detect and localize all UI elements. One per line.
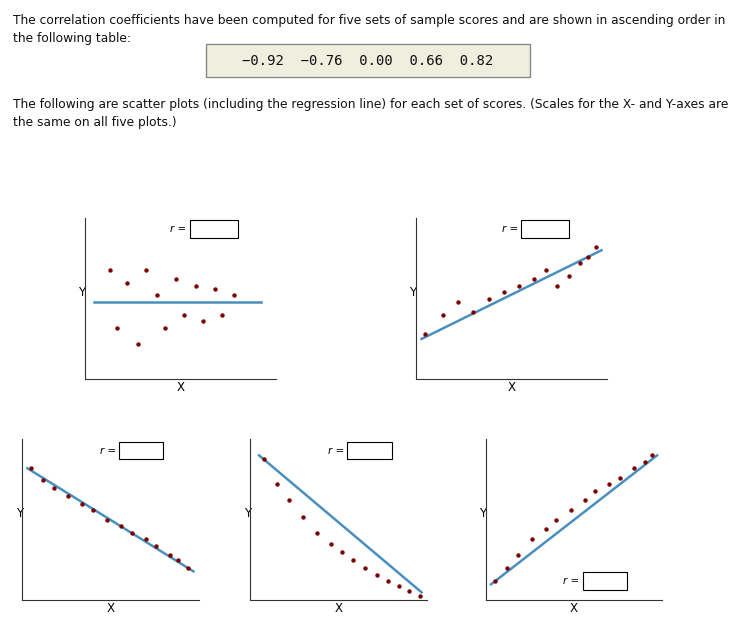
Point bbox=[359, 563, 371, 573]
Y-axis label: Y: Y bbox=[78, 286, 85, 299]
X-axis label: X: X bbox=[177, 380, 184, 394]
Point bbox=[271, 479, 283, 489]
Point bbox=[48, 483, 60, 493]
FancyBboxPatch shape bbox=[583, 572, 627, 590]
Point bbox=[382, 576, 394, 586]
Point bbox=[347, 555, 358, 565]
Point bbox=[582, 252, 594, 262]
FancyBboxPatch shape bbox=[119, 442, 163, 459]
Point bbox=[38, 475, 49, 485]
Point bbox=[436, 310, 448, 320]
Point bbox=[528, 274, 540, 284]
Y-axis label: Y: Y bbox=[479, 507, 486, 520]
Point bbox=[121, 277, 132, 288]
Point bbox=[171, 274, 183, 284]
Point bbox=[513, 281, 525, 291]
Text: r =: r = bbox=[100, 446, 119, 456]
Point bbox=[483, 293, 495, 304]
Text: r =: r = bbox=[502, 224, 521, 234]
Point bbox=[115, 521, 127, 532]
Point bbox=[604, 479, 615, 489]
Point bbox=[150, 540, 162, 550]
Point bbox=[171, 555, 183, 565]
Point bbox=[152, 290, 163, 300]
Point bbox=[190, 281, 202, 291]
Point bbox=[414, 590, 425, 600]
Point bbox=[512, 550, 523, 561]
Point bbox=[639, 457, 651, 467]
Point bbox=[258, 454, 270, 464]
Point bbox=[178, 310, 190, 320]
Point bbox=[372, 569, 383, 580]
Point bbox=[526, 534, 537, 544]
Point bbox=[590, 486, 601, 496]
X-axis label: X: X bbox=[335, 602, 342, 615]
Point bbox=[578, 495, 590, 506]
Point bbox=[297, 511, 309, 521]
Y-axis label: Y: Y bbox=[244, 507, 251, 520]
Point bbox=[489, 576, 500, 586]
Text: r =: r = bbox=[328, 446, 347, 456]
FancyBboxPatch shape bbox=[521, 221, 569, 238]
Point bbox=[209, 284, 221, 294]
Point bbox=[467, 307, 479, 317]
Point bbox=[183, 563, 194, 573]
Point bbox=[77, 499, 88, 509]
Point bbox=[563, 271, 575, 281]
Point bbox=[646, 450, 658, 460]
Point bbox=[565, 505, 576, 515]
Point bbox=[498, 287, 510, 297]
X-axis label: X: X bbox=[570, 602, 578, 615]
Point bbox=[590, 242, 601, 252]
Point bbox=[551, 281, 563, 291]
Point bbox=[420, 329, 431, 339]
Point bbox=[325, 539, 337, 549]
Point bbox=[126, 528, 138, 538]
Point bbox=[140, 265, 152, 275]
Point bbox=[501, 563, 513, 573]
FancyBboxPatch shape bbox=[206, 44, 530, 77]
Point bbox=[283, 495, 295, 506]
Point bbox=[311, 528, 323, 538]
Point bbox=[140, 534, 152, 544]
Point bbox=[159, 322, 171, 332]
Point bbox=[165, 550, 177, 561]
Text: The correlation coefficients have been computed for five sets of sample scores a: The correlation coefficients have been c… bbox=[13, 14, 726, 45]
Text: r =: r = bbox=[171, 224, 190, 234]
Point bbox=[452, 297, 464, 307]
FancyBboxPatch shape bbox=[347, 442, 392, 459]
Point bbox=[551, 514, 562, 525]
Y-axis label: Y: Y bbox=[15, 507, 23, 520]
FancyBboxPatch shape bbox=[190, 221, 238, 238]
Point bbox=[216, 310, 228, 320]
Point bbox=[336, 547, 348, 557]
Point bbox=[25, 463, 37, 473]
Text: −0.92  −0.76  0.00  0.66  0.82: −0.92 −0.76 0.00 0.66 0.82 bbox=[242, 54, 494, 68]
Point bbox=[614, 473, 626, 483]
Point bbox=[228, 290, 240, 300]
Y-axis label: Y: Y bbox=[409, 286, 417, 299]
Point bbox=[197, 316, 209, 326]
Text: The following are scatter plots (including the regression line) for each set of : The following are scatter plots (includi… bbox=[13, 98, 729, 129]
Point bbox=[575, 258, 587, 268]
Point bbox=[540, 525, 552, 535]
Point bbox=[540, 265, 552, 275]
Point bbox=[629, 463, 640, 473]
Point bbox=[101, 514, 113, 525]
Point bbox=[132, 339, 144, 349]
Point bbox=[87, 505, 99, 515]
Point bbox=[104, 265, 116, 275]
Point bbox=[403, 586, 415, 596]
Point bbox=[62, 490, 74, 501]
Text: r =: r = bbox=[564, 576, 583, 586]
Point bbox=[393, 581, 405, 591]
X-axis label: X: X bbox=[508, 380, 515, 394]
X-axis label: X: X bbox=[107, 602, 114, 615]
Point bbox=[111, 322, 123, 332]
